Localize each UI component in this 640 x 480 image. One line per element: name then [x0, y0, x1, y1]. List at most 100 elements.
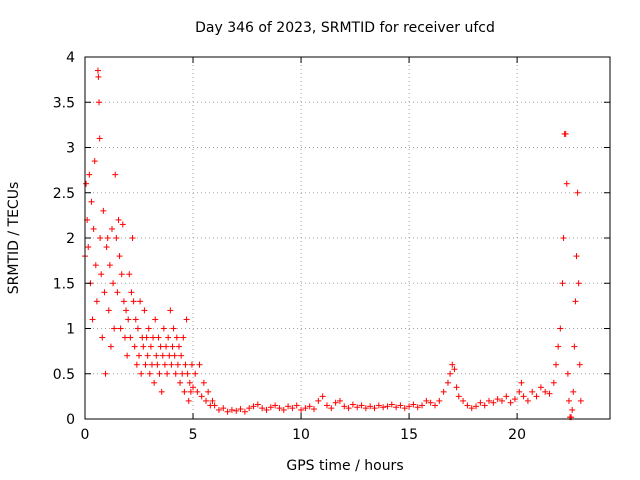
- data-point: [449, 361, 456, 368]
- data-point: [125, 316, 132, 323]
- data-point: [165, 334, 172, 341]
- y-tick-label: 2: [66, 231, 75, 247]
- data-point: [91, 158, 98, 165]
- data-point: [414, 404, 421, 411]
- data-point: [169, 343, 176, 350]
- data-point: [559, 280, 566, 287]
- data-point: [161, 361, 168, 368]
- data-point: [423, 397, 430, 404]
- x-tick-label: 0: [81, 427, 90, 443]
- data-point: [211, 402, 218, 409]
- x-tick-labels: 0 5 10 15 20: [81, 427, 526, 443]
- data-point: [188, 361, 195, 368]
- data-point: [129, 235, 136, 241]
- data-point: [148, 361, 155, 368]
- data-point: [196, 361, 203, 368]
- x-axis-label: GPS time / hours: [286, 458, 403, 474]
- data-point: [358, 402, 365, 409]
- data-point: [447, 370, 454, 377]
- data-point: [164, 370, 171, 377]
- data-point: [133, 361, 140, 368]
- data-point: [160, 325, 167, 332]
- data-point: [209, 397, 216, 404]
- data-point: [576, 361, 583, 368]
- data-point: [113, 235, 120, 241]
- data-point: [453, 384, 460, 391]
- data-point: [159, 352, 166, 359]
- data-point: [486, 397, 493, 404]
- data-point: [109, 225, 116, 232]
- data-point: [546, 390, 553, 397]
- data-point: [173, 334, 180, 341]
- data-point: [100, 207, 107, 214]
- data-point: [477, 399, 484, 406]
- data-point: [524, 397, 531, 404]
- data-point: [138, 370, 145, 377]
- data-point: [237, 406, 244, 413]
- data-point: [111, 325, 118, 332]
- data-point: [144, 352, 151, 359]
- chart-title: Day 346 of 2023, SRMTID for receiver ufc…: [195, 20, 495, 36]
- data-point: [319, 393, 326, 400]
- data-point: [241, 408, 248, 415]
- data-point: [494, 396, 501, 403]
- y-tick-labels: 0 0.5 1 1.5 2 2.5 3 3.5 4: [53, 50, 75, 428]
- data-point: [575, 280, 582, 287]
- data-point: [529, 388, 536, 395]
- data-point: [367, 403, 374, 410]
- data-point: [179, 370, 186, 377]
- data-point: [156, 370, 163, 377]
- data-point: [557, 325, 564, 332]
- data-point: [190, 384, 197, 391]
- data-point: [143, 334, 150, 341]
- data-point: [145, 325, 152, 332]
- data-point: [280, 406, 287, 413]
- data-point: [285, 403, 292, 410]
- data-point: [181, 388, 188, 395]
- data-point: [163, 343, 170, 350]
- data-point: [158, 388, 165, 395]
- data-point: [570, 388, 577, 395]
- data-point: [518, 379, 525, 386]
- data-point: [533, 393, 540, 400]
- data-point: [112, 171, 119, 178]
- data-point: [141, 307, 148, 314]
- data-point: [101, 289, 108, 296]
- data-point: [171, 352, 178, 359]
- data-point: [563, 180, 570, 187]
- data-point: [168, 361, 175, 368]
- data-point: [184, 370, 191, 377]
- x-tick-label: 10: [292, 427, 310, 443]
- data-point: [302, 405, 309, 412]
- data-point: [293, 402, 300, 409]
- data-point: [371, 405, 378, 412]
- data-point: [153, 352, 160, 359]
- data-point: [198, 393, 205, 400]
- data-point: [375, 402, 382, 409]
- data-point: [228, 406, 235, 413]
- y-tick-label: 0.5: [53, 367, 75, 383]
- data-point: [444, 379, 451, 386]
- data-point: [146, 370, 153, 377]
- data-point: [490, 399, 497, 406]
- data-point: [118, 271, 125, 278]
- data-point: [155, 334, 162, 341]
- data-point: [436, 397, 443, 404]
- data-point: [85, 244, 92, 251]
- data-point: [460, 397, 467, 404]
- data-point: [565, 397, 572, 404]
- data-point: [202, 397, 209, 404]
- y-tick-label: 4: [66, 50, 75, 66]
- y-tick-label: 1: [66, 322, 75, 338]
- data-point: [96, 99, 103, 106]
- data-point: [192, 370, 199, 377]
- data-point: [150, 334, 157, 341]
- data-point: [140, 343, 147, 350]
- data-point: [106, 262, 113, 269]
- data-point: [406, 403, 413, 410]
- data-point: [315, 397, 322, 404]
- data-point: [224, 408, 231, 415]
- data-point: [110, 280, 117, 287]
- data-point: [432, 402, 438, 409]
- data-point: [107, 343, 114, 350]
